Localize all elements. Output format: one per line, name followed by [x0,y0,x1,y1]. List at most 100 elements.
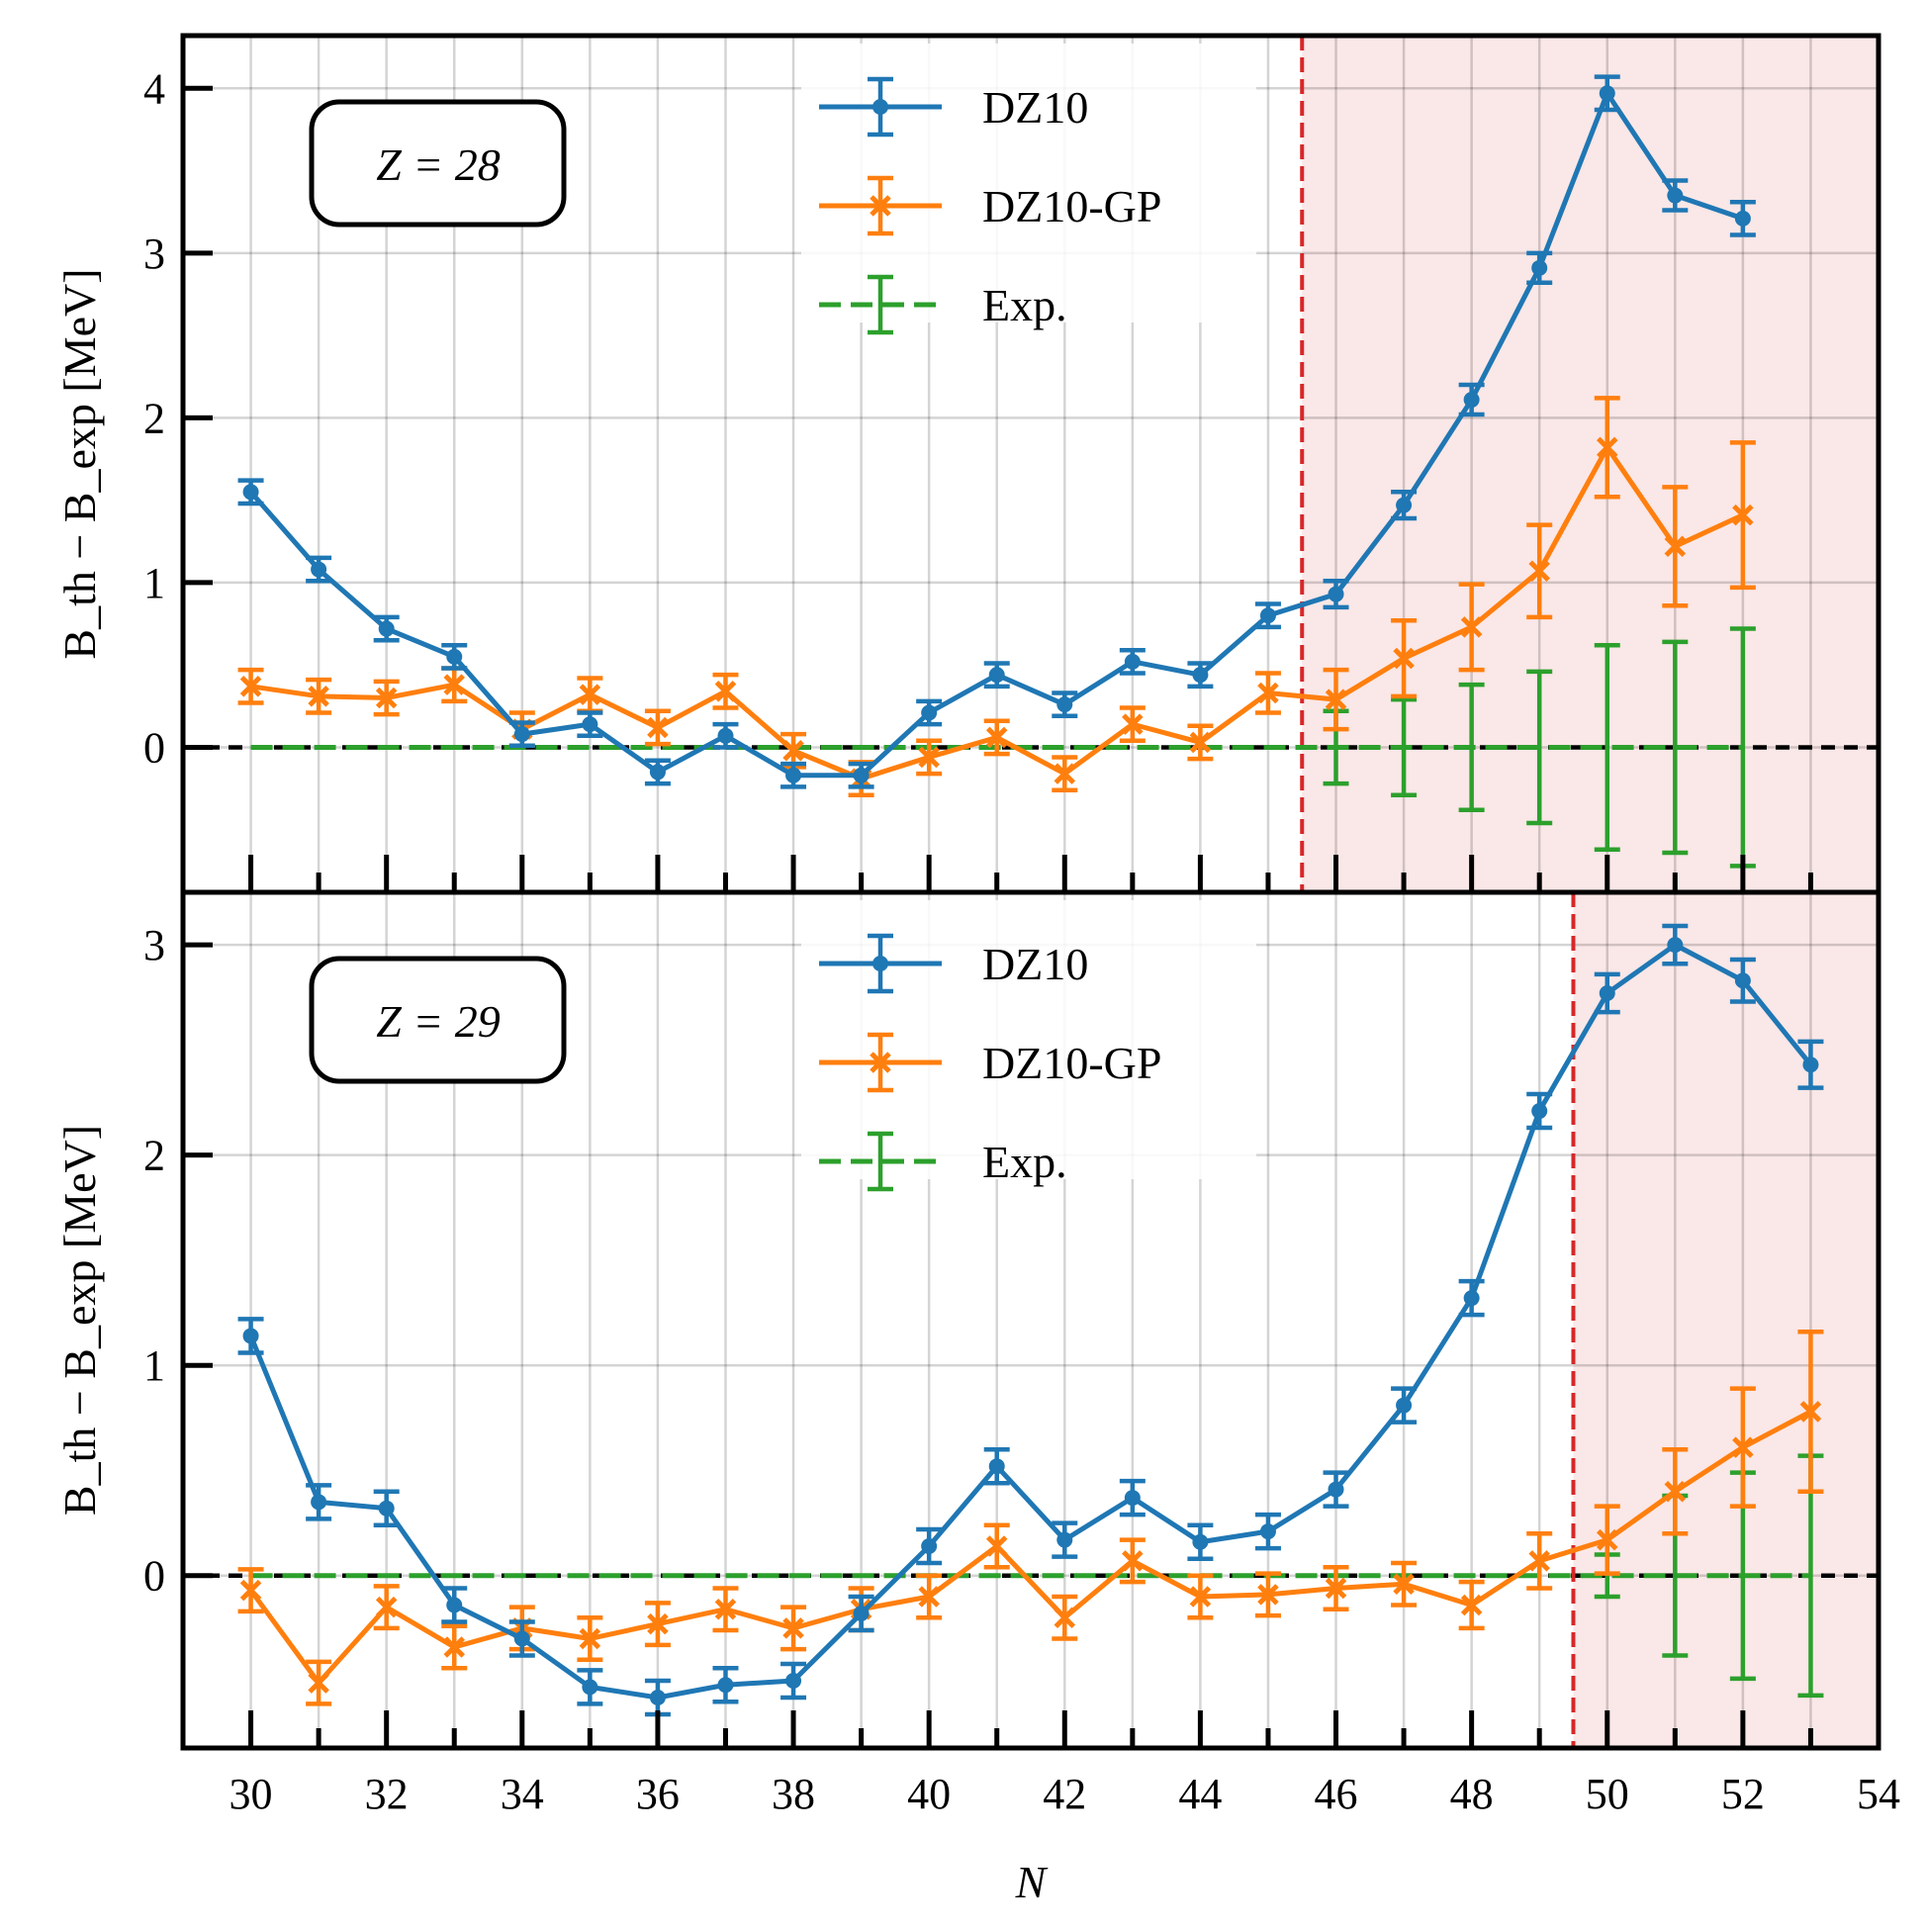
data-point [1664,535,1687,558]
x-tick-label: 52 [1721,1770,1765,1818]
y-tick-label: 0 [143,723,165,772]
data-point [1393,1573,1415,1595]
x-tick-label: 42 [1043,1770,1086,1818]
data-point [308,686,329,707]
data-point [985,1535,1008,1557]
x-tick-label: 34 [501,1770,544,1818]
data-point [782,1617,804,1639]
data-point [1259,607,1276,624]
data-point [1393,647,1415,670]
shaded-region [1302,36,1879,892]
legend-label-dz10-gp: DZ10-GP [982,181,1161,231]
data-point [853,767,870,783]
annotation-label: Z = 29 [376,996,501,1047]
data-point [853,1605,870,1621]
data-point [446,648,463,665]
data-point [1122,1550,1144,1572]
x-tick-label: 40 [907,1770,951,1818]
x-tick-label: 46 [1315,1770,1358,1818]
legend-marker [872,956,888,971]
data-point [378,1500,395,1517]
data-point [579,1627,601,1650]
data-point [1189,1586,1212,1608]
data-point [443,1636,466,1658]
legend-label-dz10: DZ10 [982,939,1088,989]
series-dz10 [237,74,1756,789]
data-point [375,687,398,709]
legend-label-exp-: Exp. [982,280,1067,330]
data-point [1802,1057,1819,1073]
data-point [1460,1594,1483,1616]
data-point [1056,696,1073,713]
data-point [647,1612,669,1635]
y-tick-label: 0 [143,1552,165,1601]
data-point [918,1586,940,1608]
legend-label-dz10: DZ10 [982,82,1088,133]
axes-frame [180,889,1881,1751]
data-point [717,1677,734,1694]
y-tick-label: 3 [143,230,165,278]
data-point [1189,731,1212,754]
data-point [649,1689,666,1705]
y-tick-label: 2 [143,1132,165,1180]
data-point [582,1679,598,1696]
data-point [785,1672,802,1689]
legend-label-dz10-gp: DZ10-GP [982,1038,1161,1088]
x-tick-label: 50 [1586,1770,1629,1818]
data-point [1192,667,1209,684]
panel-2: 0 1 2 3 B_th − B_exp [MeV] Z = 29 DZ10 DZ10-GP E… [54,889,1881,1751]
data-point [1799,1401,1822,1423]
plot-area [183,892,1879,1748]
data-point [242,484,259,501]
data-point [513,726,530,743]
data-point [1664,1480,1687,1503]
panel-1: 0 1 2 3 4 B_th − B_exp [MeV] Z = 28 DZ10 DZ10-GP… [54,33,1881,895]
data-point [1328,1481,1344,1498]
x-tick-label: 48 [1450,1770,1494,1818]
data-point [1667,937,1684,954]
y-tick-label: 3 [143,921,165,969]
data-point [1463,1290,1480,1307]
shaded-region [1573,892,1879,1748]
data-point [1124,1490,1141,1507]
data-point [1328,586,1344,602]
data-point [579,684,601,705]
data-point [1460,616,1483,638]
data-point [1257,682,1279,704]
x-axis-title: N [1015,1857,1049,1907]
data-point [988,667,1005,684]
data-point [1732,504,1754,526]
data-point [1056,1531,1073,1548]
data-point [714,1598,737,1620]
legend-label-exp-: Exp. [982,1137,1067,1187]
data-point [239,676,262,697]
data-point [1257,1584,1279,1606]
data-point [311,561,327,578]
data-point [1192,1533,1209,1550]
data-point [717,727,734,744]
legend: DZ10 DZ10-GP Exp. [801,44,1256,335]
y-axis-title: B_th − B_exp [MeV] [54,268,105,659]
data-point [921,1537,938,1554]
data-point [443,674,466,695]
z-annotation: Z = 29 [309,956,567,1084]
series-dz10 [237,923,1824,1717]
data-point [446,1597,463,1613]
data-point [647,716,669,739]
series-dz10-gp [237,396,1756,797]
x-tick-label: 32 [365,1770,409,1818]
data-point [1054,763,1076,784]
data-point [1667,187,1684,204]
x-tick-label: 44 [1178,1770,1222,1818]
data-point [1596,436,1618,459]
y-tick-label: 2 [143,394,165,442]
data-point [1531,1103,1548,1120]
legend-marker [872,99,888,115]
data-point [582,716,598,733]
data-point [1528,560,1550,583]
data-point [375,1596,398,1618]
data-point [1325,689,1347,710]
data-point [1054,1607,1076,1628]
data-point [1732,1436,1754,1458]
data-point [513,1630,530,1647]
